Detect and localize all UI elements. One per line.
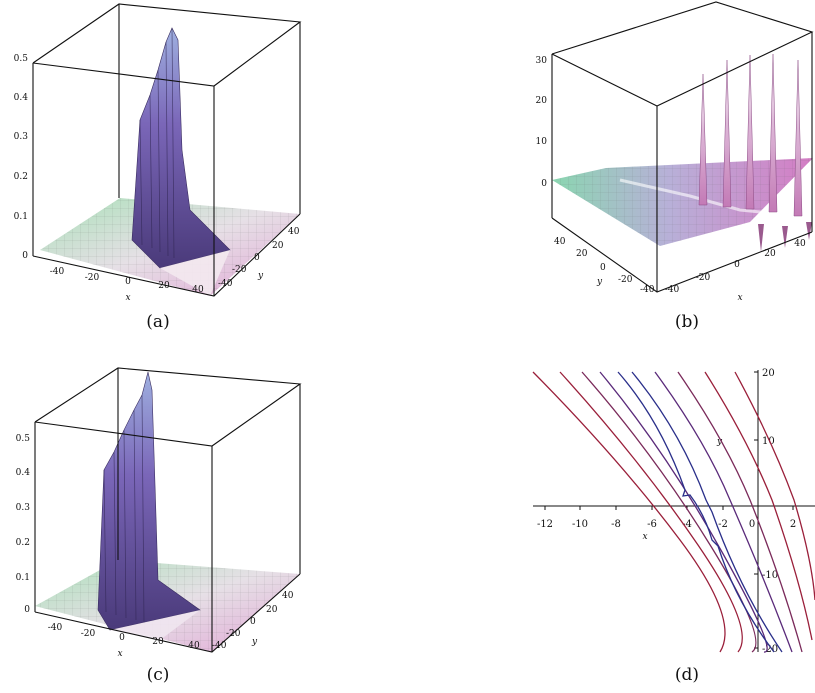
- panel-d-xtick-2: -8: [611, 519, 621, 530]
- panel-a-ytick-2: 0: [254, 253, 260, 263]
- panel-c-xlabel: x: [117, 649, 122, 659]
- panel-a-frame: [32, 3, 302, 297]
- panel-a-wave: [131, 27, 231, 269]
- panel-d-xtick-6: 0: [749, 519, 755, 530]
- panel-a-xlabel: x: [125, 293, 130, 303]
- panel-a-ytick-0: 40: [288, 227, 300, 237]
- panel-d-ytick-2: -10: [762, 570, 778, 581]
- panel-b-ytick-2: 0: [600, 263, 606, 273]
- panel-c-xtick-3: 20: [152, 637, 164, 647]
- contour-line: [677, 371, 803, 653]
- panel-b-ztick-2: 20: [536, 96, 548, 106]
- panel-b-ztick-3: 30: [536, 56, 548, 66]
- panel-b-xlabel: x: [737, 293, 742, 303]
- panel-b-xtick-3: 20: [764, 249, 776, 259]
- panel-b-frame: [551, 1, 814, 293]
- panel-c-ytick-1: 20: [266, 605, 278, 615]
- panel-c-ytick-4: -40: [212, 641, 227, 651]
- contour-line: [617, 371, 775, 653]
- panel-c-xtick-1: -20: [81, 629, 96, 639]
- panel-d-ytick-3: -20: [762, 644, 778, 655]
- panel-a-ztick-4: 0.4: [14, 93, 29, 103]
- panel-d-xtick-0: -12: [537, 519, 553, 530]
- contour-line: [581, 371, 757, 653]
- contour-line: [559, 371, 743, 653]
- panel-a: 0 0.1 0.2 0.3 0.4 0.5 -40 -20 0 20 40 x …: [14, 3, 302, 303]
- panel-b-xtick-1: -20: [696, 273, 711, 283]
- panel-d-contours: [532, 371, 815, 653]
- panel-a-ztick-2: 0.2: [14, 172, 28, 182]
- contour-line: [654, 371, 793, 653]
- panel-d-xtick-3: -6: [647, 519, 657, 530]
- panel-d-xtick-1: -10: [572, 519, 588, 530]
- caption-c: (c): [146, 665, 170, 685]
- panel-b-ytick-4: -40: [640, 285, 655, 295]
- panel-b-ytick-3: -20: [618, 275, 633, 285]
- panel-a-ztick-0: 0: [22, 251, 28, 261]
- panel-b: 0 10 20 30 40 20 0 -20 -40 y -40 -20 0 2…: [536, 1, 814, 303]
- contour-line: [631, 371, 783, 653]
- panel-a-xtick-1: -20: [85, 273, 100, 283]
- panel-c-xtick-0: -40: [48, 623, 63, 633]
- panel-c-ylabel: y: [251, 637, 258, 647]
- caption-b: (b): [674, 312, 700, 332]
- panel-b-ylabel: y: [596, 277, 603, 287]
- panel-d-ytick-1: 10: [762, 436, 775, 447]
- contour-line: [532, 371, 726, 653]
- caption-d: (d): [674, 665, 700, 685]
- contour-line: [704, 371, 813, 641]
- panel-d-xtick-5: -2: [718, 519, 728, 530]
- panel-d-xlabel: x: [642, 532, 647, 542]
- panel-c-ztick-0: 0: [24, 605, 30, 615]
- panel-c-ztick-5: 0.5: [16, 434, 31, 444]
- panel-b-ztick-0: 0: [541, 179, 547, 189]
- panel-a-ztick-1: 0.1: [14, 212, 28, 222]
- panel-d-xtick-7: 2: [790, 519, 796, 530]
- panel-a-ytick-1: 20: [272, 241, 284, 251]
- panel-a-xtick-3: 20: [158, 281, 170, 291]
- panel-c-ztick-1: 0.1: [16, 573, 30, 583]
- panel-a-ztick-3: 0.3: [14, 132, 29, 142]
- panel-d-ytick-0: 20: [762, 368, 775, 379]
- panel-a-ytick-3: -20: [232, 265, 247, 275]
- panel-c-ytick-2: 0: [250, 617, 256, 627]
- panel-b-spikes: [698, 53, 812, 252]
- panel-b-xtick-0: -40: [665, 285, 680, 295]
- panel-b-xtick-2: 0: [734, 260, 740, 270]
- panel-c-wave: [97, 371, 201, 631]
- panel-a-xtick-2: 0: [125, 277, 131, 287]
- panel-a-ylabel: y: [257, 271, 264, 281]
- panel-a-ytick-4: -40: [218, 279, 233, 289]
- panel-d-xtick-4: -4: [682, 519, 692, 530]
- panel-d-ylabel: y: [716, 437, 723, 447]
- panel-c-ztick-4: 0.4: [16, 468, 31, 478]
- contour-line: [734, 371, 815, 601]
- panel-b-ztick-1: 10: [536, 137, 548, 147]
- panel-b-xtick-4: 40: [794, 239, 806, 249]
- panel-b-ytick-1: 20: [576, 249, 588, 259]
- panel-c-ztick-3: 0.3: [16, 503, 31, 513]
- panel-c-ytick-3: -20: [226, 629, 241, 639]
- panel-c-ztick-2: 0.2: [16, 538, 30, 548]
- panel-c-frame: [34, 367, 302, 653]
- panel-c-ytick-0: 40: [282, 591, 294, 601]
- panel-c-xtick-2: 0: [119, 633, 125, 643]
- panel-a-xtick-4: 40: [192, 285, 204, 295]
- panel-a-ztick-5: 0.5: [14, 54, 29, 64]
- panel-c-xtick-4: 40: [188, 641, 200, 651]
- panel-a-xtick-0: -40: [50, 267, 65, 277]
- panel-b-ytick-0: 40: [554, 237, 566, 247]
- caption-a: (a): [146, 312, 170, 332]
- panel-c: 0 0.1 0.2 0.3 0.4 0.5 -40 -20 0 20 40 x …: [16, 367, 302, 659]
- panel-d: -12 -10 -8 -6 -4 -2 0 2 x 20 10 -10 -20 …: [532, 368, 815, 655]
